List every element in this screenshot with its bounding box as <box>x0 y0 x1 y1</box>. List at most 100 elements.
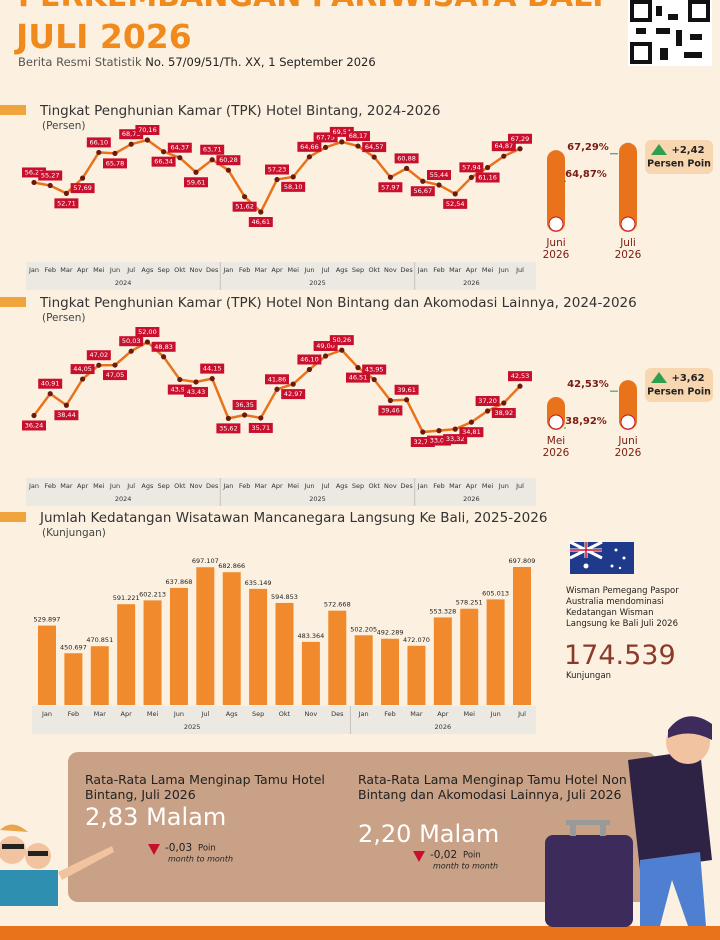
point <box>47 391 53 397</box>
point <box>452 426 458 432</box>
change-icon <box>413 851 425 862</box>
x-tick-label: Mar <box>410 710 423 718</box>
value-label-box <box>346 131 370 142</box>
qr-code <box>628 0 712 66</box>
point <box>144 137 150 143</box>
x-tick-label: Mei <box>93 266 105 274</box>
x-tick-label: Jul <box>321 482 330 490</box>
x-tick-label: Apr <box>121 710 133 718</box>
value-label: 47,02 <box>89 351 108 359</box>
value-label: 52,71 <box>57 199 76 207</box>
x-tick-label: Sep <box>352 266 364 274</box>
value-label: 35,71 <box>251 424 270 432</box>
value-label-box <box>232 399 257 410</box>
bar <box>64 653 83 705</box>
flag-star <box>610 564 614 568</box>
x-tick-label: Jan <box>417 266 428 274</box>
x-tick-label: Apr <box>271 482 283 490</box>
x-tick-label: Feb <box>68 710 80 718</box>
value-label-box <box>508 371 532 382</box>
x-tick-label: Jan <box>28 482 39 490</box>
x-tick-label: Jun <box>109 266 120 274</box>
point <box>387 174 393 180</box>
x-tick-label: Feb <box>44 482 56 490</box>
value-label: 68,78 <box>122 130 141 138</box>
value-label-box <box>103 370 127 381</box>
value-label: 472.070 <box>403 636 430 644</box>
point <box>290 174 296 180</box>
stay-title: Rata-Rata Lama Menginap Tamu Hotel Non B… <box>358 772 627 802</box>
x-tick-label: Mei <box>464 710 476 718</box>
value-label: 44,05 <box>73 365 92 373</box>
value-label: 57,97 <box>381 183 400 191</box>
x-tick-label: Nov <box>305 710 318 718</box>
x-tick-label: Feb <box>239 482 251 490</box>
highlight-text: Wisman Pemegang Paspor Australia mendomi… <box>566 586 679 629</box>
point <box>501 400 507 406</box>
value-label: 682.866 <box>218 562 245 570</box>
value-label-box <box>475 172 500 183</box>
x-tick-label: Jan <box>222 266 233 274</box>
stay-change-unit: Poin <box>198 844 216 854</box>
value-label: 33,32 <box>446 435 465 443</box>
x-tick-label: Jun <box>303 482 314 490</box>
value-label-box <box>475 396 500 407</box>
x-tick-label: Nov <box>190 266 203 274</box>
point <box>193 379 199 385</box>
stay-title: Rata-Rata Lama Menginap Tamu Hotel Binta… <box>85 772 325 802</box>
flag-star <box>622 556 626 560</box>
value-label: 38,44 <box>57 411 76 419</box>
x-tick-label: Jan <box>41 710 52 718</box>
section-subtitle: (Persen) <box>42 120 86 132</box>
flag-star <box>583 563 589 569</box>
point <box>290 381 296 387</box>
stay-panel <box>68 752 656 902</box>
point <box>31 412 37 419</box>
value-label: 61,16 <box>478 174 497 182</box>
value-label-box <box>491 407 516 418</box>
value-label: 492.289 <box>377 629 404 637</box>
comparison-value-label: 67,29% <box>567 142 609 153</box>
section-marker <box>0 105 26 115</box>
value-label: 43,95 <box>365 366 384 374</box>
value-label-box <box>70 364 95 375</box>
value-label: 637.868 <box>165 578 192 586</box>
x-tick-label: Jul <box>517 710 526 718</box>
x-tick-label: Okt <box>368 266 380 274</box>
point <box>404 397 410 403</box>
point <box>306 366 312 373</box>
x-tick-label: Apr <box>77 266 89 274</box>
bar <box>407 645 426 705</box>
x-tick-label: Apr <box>77 482 89 490</box>
point <box>193 169 199 175</box>
x-tick-label: Des <box>206 266 219 274</box>
x-tick-label: Feb <box>433 482 445 490</box>
value-label: 58,10 <box>284 183 303 191</box>
x-tick-label: Jun <box>109 482 120 490</box>
value-label: 697.107 <box>192 557 219 565</box>
x-tick-label: Des <box>331 710 344 718</box>
bar <box>90 646 109 705</box>
comparison-label: Juli 2026 <box>614 237 642 261</box>
stay-change: -0,02 <box>430 849 457 861</box>
x-axis-strip <box>26 478 536 506</box>
point <box>242 412 248 418</box>
value-label: 483.364 <box>297 632 324 640</box>
value-label: 42,97 <box>284 390 303 398</box>
value-label-box <box>394 384 419 395</box>
x-group-label: 2024 <box>115 495 132 503</box>
value-label: 59,61 <box>187 178 206 186</box>
flag-star <box>618 566 622 570</box>
x-tick-label: Okt <box>279 710 291 718</box>
point <box>128 141 134 147</box>
value-label-box <box>378 182 403 193</box>
value-label: 529.897 <box>34 616 61 624</box>
value-label-box <box>508 133 532 144</box>
value-label-box <box>394 153 419 164</box>
value-label: 48,83 <box>154 343 173 351</box>
value-label-box <box>22 167 46 178</box>
value-label: 68,17 <box>349 132 368 140</box>
x-tick-label: Jul <box>321 266 330 274</box>
value-label-box <box>313 132 338 143</box>
